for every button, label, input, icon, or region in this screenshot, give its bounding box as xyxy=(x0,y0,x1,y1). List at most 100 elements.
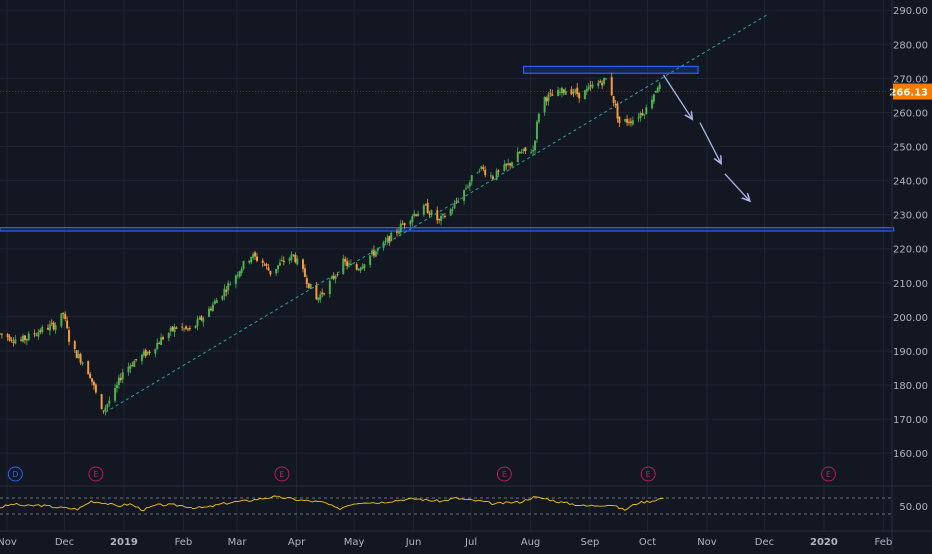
candle-up xyxy=(586,89,588,92)
candle-down xyxy=(39,330,41,332)
candle-up xyxy=(452,210,454,211)
price-tick-label: 180.00 xyxy=(893,381,928,392)
candle-down xyxy=(264,265,266,266)
candle-down xyxy=(415,214,417,215)
candle-up xyxy=(49,325,51,331)
candle-up xyxy=(143,351,145,355)
candle-down xyxy=(611,77,613,95)
time-tick-label: Aug xyxy=(521,537,541,548)
candle-up xyxy=(655,91,657,93)
candle-down xyxy=(304,268,306,276)
candle-down xyxy=(53,323,55,329)
price-tick-label: 250.00 xyxy=(893,143,928,154)
candle-down xyxy=(51,323,53,324)
candle-down xyxy=(162,337,164,339)
candle-up xyxy=(503,165,505,172)
event-label: E xyxy=(502,470,507,479)
time-tick-label: Oct xyxy=(639,537,656,548)
candle-up xyxy=(471,175,473,181)
candle-up xyxy=(221,296,223,300)
candle-up xyxy=(574,90,576,93)
candle-down xyxy=(546,98,548,102)
candle-up xyxy=(557,90,559,96)
candle-down xyxy=(149,352,151,353)
candle-up xyxy=(197,319,199,326)
candle-up xyxy=(532,150,534,151)
candle-up xyxy=(384,241,386,242)
candle-up xyxy=(174,327,176,333)
candle-up xyxy=(279,262,281,265)
candle-up xyxy=(640,113,642,118)
candle-up xyxy=(198,318,200,320)
candle-up xyxy=(170,328,172,332)
candle-down xyxy=(66,320,68,328)
candle-up xyxy=(478,171,480,172)
candle-up xyxy=(632,120,634,124)
candle-down xyxy=(7,334,9,337)
price-tick-label: 200.00 xyxy=(893,313,928,324)
candle-up xyxy=(195,326,197,328)
candle-up xyxy=(477,173,479,174)
candle-down xyxy=(613,96,615,103)
candle-up xyxy=(212,305,214,311)
candle-up xyxy=(250,257,252,262)
candle-up xyxy=(216,300,218,303)
candle-up xyxy=(14,339,16,343)
candle-up xyxy=(363,264,365,268)
time-tick-label: 2020 xyxy=(810,537,838,548)
candle-up xyxy=(168,333,170,338)
candle-up xyxy=(37,332,39,336)
event-label: D xyxy=(12,470,18,479)
event-label: E xyxy=(279,470,284,479)
candle-down xyxy=(145,350,147,356)
candle-up xyxy=(603,78,605,84)
candle-up xyxy=(534,141,536,151)
candle-down xyxy=(505,164,507,166)
candle-up xyxy=(317,298,319,301)
event-label: E xyxy=(646,470,651,479)
candle-up xyxy=(371,250,373,254)
candle-down xyxy=(427,203,429,213)
candle-up xyxy=(183,328,185,329)
candle-down xyxy=(626,119,628,123)
candle-up xyxy=(561,88,563,93)
candle-up xyxy=(409,221,411,225)
candle-up xyxy=(296,258,298,264)
candle-up xyxy=(277,265,279,269)
candle-down xyxy=(519,152,521,153)
time-tick-label: Feb xyxy=(175,537,193,548)
candle-up xyxy=(469,182,471,186)
candle-up xyxy=(235,276,237,284)
candle-up xyxy=(350,264,352,265)
candle-up xyxy=(106,404,108,407)
candle-down xyxy=(572,92,574,93)
candle-down xyxy=(601,83,603,85)
candle-up xyxy=(214,301,216,304)
candle-up xyxy=(122,372,124,379)
candle-down xyxy=(24,336,26,341)
candle-up xyxy=(369,255,371,264)
candle-down xyxy=(62,313,64,314)
price-tick-label: 160.00 xyxy=(893,449,928,460)
candle-down xyxy=(436,210,438,220)
candle-up xyxy=(544,97,546,112)
price-tick-label: 190.00 xyxy=(893,347,928,358)
candle-up xyxy=(440,216,442,221)
candle-up xyxy=(28,334,30,340)
candle-down xyxy=(404,223,406,225)
price-tick-label: 240.00 xyxy=(893,177,928,188)
candle-down xyxy=(628,122,630,123)
price-tick-label: 210.00 xyxy=(893,279,928,290)
candle-down xyxy=(1,334,3,335)
candle-down xyxy=(89,374,91,378)
candle-up xyxy=(417,214,419,217)
candle-up xyxy=(116,385,118,388)
candle-down xyxy=(120,378,122,380)
candle-up xyxy=(360,268,362,271)
candle-up xyxy=(511,162,513,166)
candle-down xyxy=(47,328,49,330)
candle-down xyxy=(563,89,565,92)
price-tick-label: 260.00 xyxy=(893,108,928,119)
